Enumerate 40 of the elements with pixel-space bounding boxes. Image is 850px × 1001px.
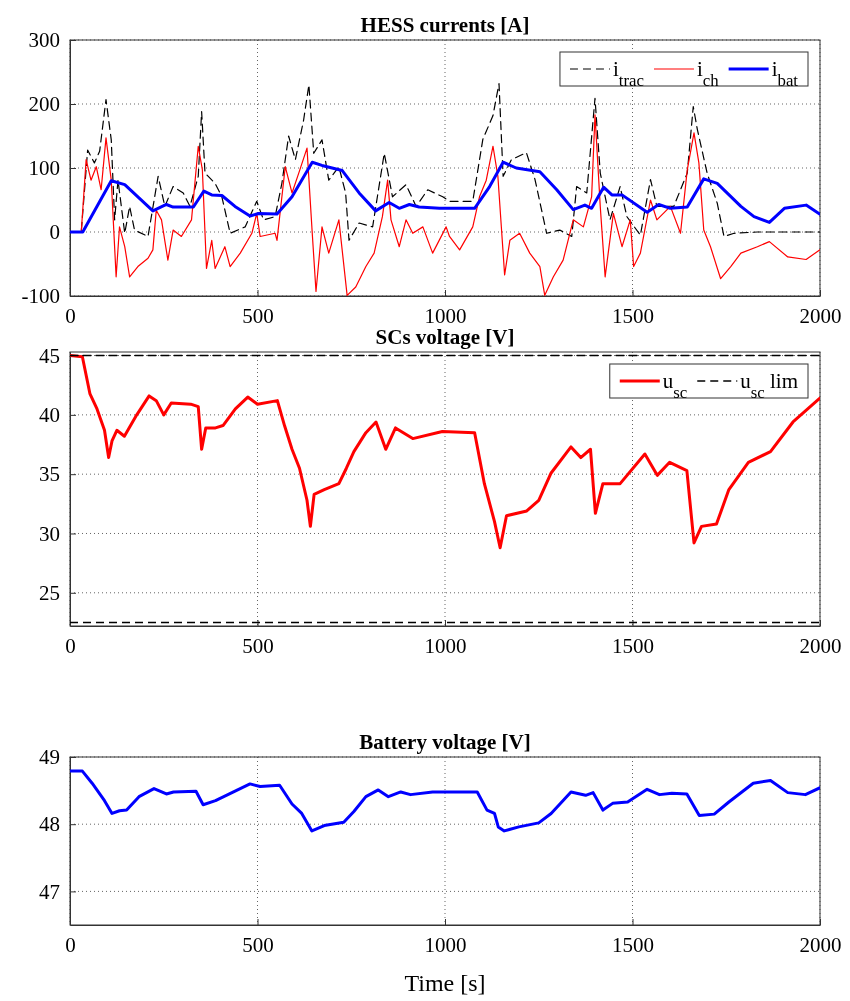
- x-tick-label: 1000: [424, 303, 467, 328]
- x-tick-label: 2000: [799, 303, 842, 328]
- x-tick-label: 1500: [612, 303, 654, 328]
- y-tick-label: 49: [39, 745, 60, 770]
- y-tick-label: 30: [39, 521, 60, 546]
- y-tick-label: 35: [39, 462, 60, 487]
- x-tick-label: 2000: [799, 633, 842, 658]
- chart-title: SCs voltage [V]: [375, 325, 515, 349]
- chart-title: Battery voltage [V]: [359, 730, 531, 754]
- y-tick-label: 47: [39, 879, 60, 904]
- x-tick-label: 0: [65, 633, 76, 658]
- x-tick-label: 500: [242, 932, 274, 957]
- y-tick-label: 200: [28, 92, 60, 117]
- x-axis-title: Time [s]: [404, 970, 486, 996]
- x-tick-label: 500: [242, 303, 274, 328]
- y-tick-label: 25: [39, 581, 60, 606]
- legend-label: u$_{sc}$: [662, 369, 688, 402]
- legend-label: u$_{sc}$ lim: [740, 369, 798, 402]
- legend-label: i$_{ch}$: [696, 57, 720, 90]
- x-tick-label: 0: [65, 303, 76, 328]
- x-tick-label: 500: [242, 633, 274, 658]
- y-tick-label: 40: [39, 403, 60, 428]
- line-series: [70, 769, 820, 833]
- x-tick-label: 1500: [612, 932, 654, 957]
- x-tick-label: 1500: [612, 633, 654, 658]
- x-tick-label: 1000: [424, 932, 467, 957]
- y-tick-label: 48: [39, 812, 60, 837]
- chart-title: HESS currents [A]: [360, 13, 530, 37]
- line-series: [70, 354, 820, 550]
- y-tick-label: 100: [28, 156, 60, 181]
- y-tick-label: 45: [39, 343, 60, 368]
- x-tick-label: 1000: [424, 633, 467, 658]
- x-tick-label: 0: [65, 932, 76, 957]
- y-tick-label: 0: [49, 220, 60, 245]
- y-tick-label: -100: [21, 284, 60, 309]
- legend-label: i$_{trac}$: [612, 57, 644, 90]
- legend-label: i$_{bat}$: [771, 57, 799, 90]
- x-tick-label: 2000: [799, 932, 842, 957]
- line-series: [70, 160, 820, 234]
- y-tick-label: 300: [28, 28, 60, 53]
